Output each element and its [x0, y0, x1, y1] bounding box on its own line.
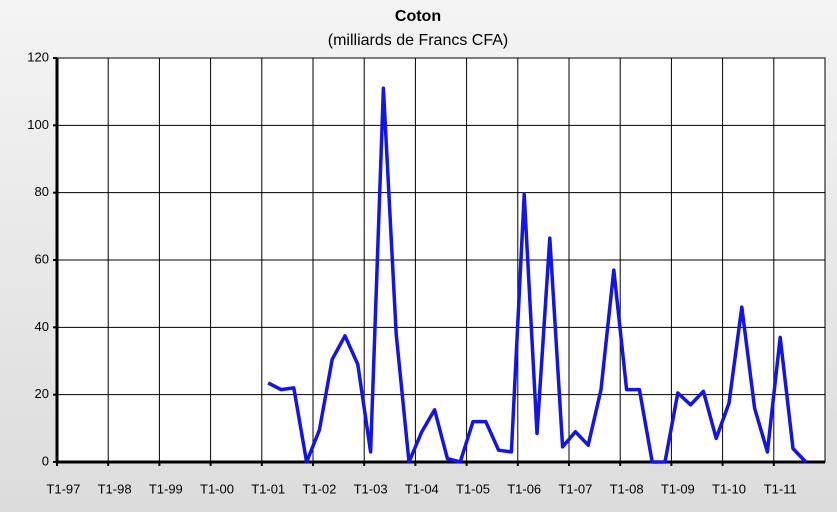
y-tick-label: 120 [27, 49, 49, 64]
x-tick-label: T1-99 [149, 481, 183, 496]
x-tick-label: T1-04 [405, 481, 439, 496]
y-tick-label: 100 [27, 117, 49, 132]
x-tick-label: T1-11 [764, 481, 797, 496]
x-tick-label: T1-05 [456, 481, 490, 496]
x-tick-label: T1-03 [354, 481, 388, 496]
x-tick-label: T1-02 [302, 481, 336, 496]
x-tick-label: T1-10 [712, 481, 746, 496]
x-tick-label: T1-06 [507, 481, 541, 496]
x-tick-label: T1-09 [661, 481, 695, 496]
chart-title: Coton [395, 8, 441, 25]
x-tick-label: T1-01 [251, 481, 285, 496]
y-tick-label: 20 [35, 386, 49, 401]
y-tick-label: 0 [42, 453, 49, 468]
x-tick-label: T1-00 [200, 481, 234, 496]
chart-subtitle: (milliards de Francs CFA) [328, 32, 508, 49]
x-tick-label: T1-08 [610, 481, 644, 496]
x-tick-label: T1-07 [558, 481, 592, 496]
x-tick-label: T1-97 [46, 481, 80, 496]
y-tick-label: 40 [35, 319, 49, 334]
x-tick-label: T1-98 [98, 481, 132, 496]
y-tick-label: 80 [35, 184, 49, 199]
y-tick-label: 60 [35, 251, 49, 266]
data-line [267, 86, 808, 464]
